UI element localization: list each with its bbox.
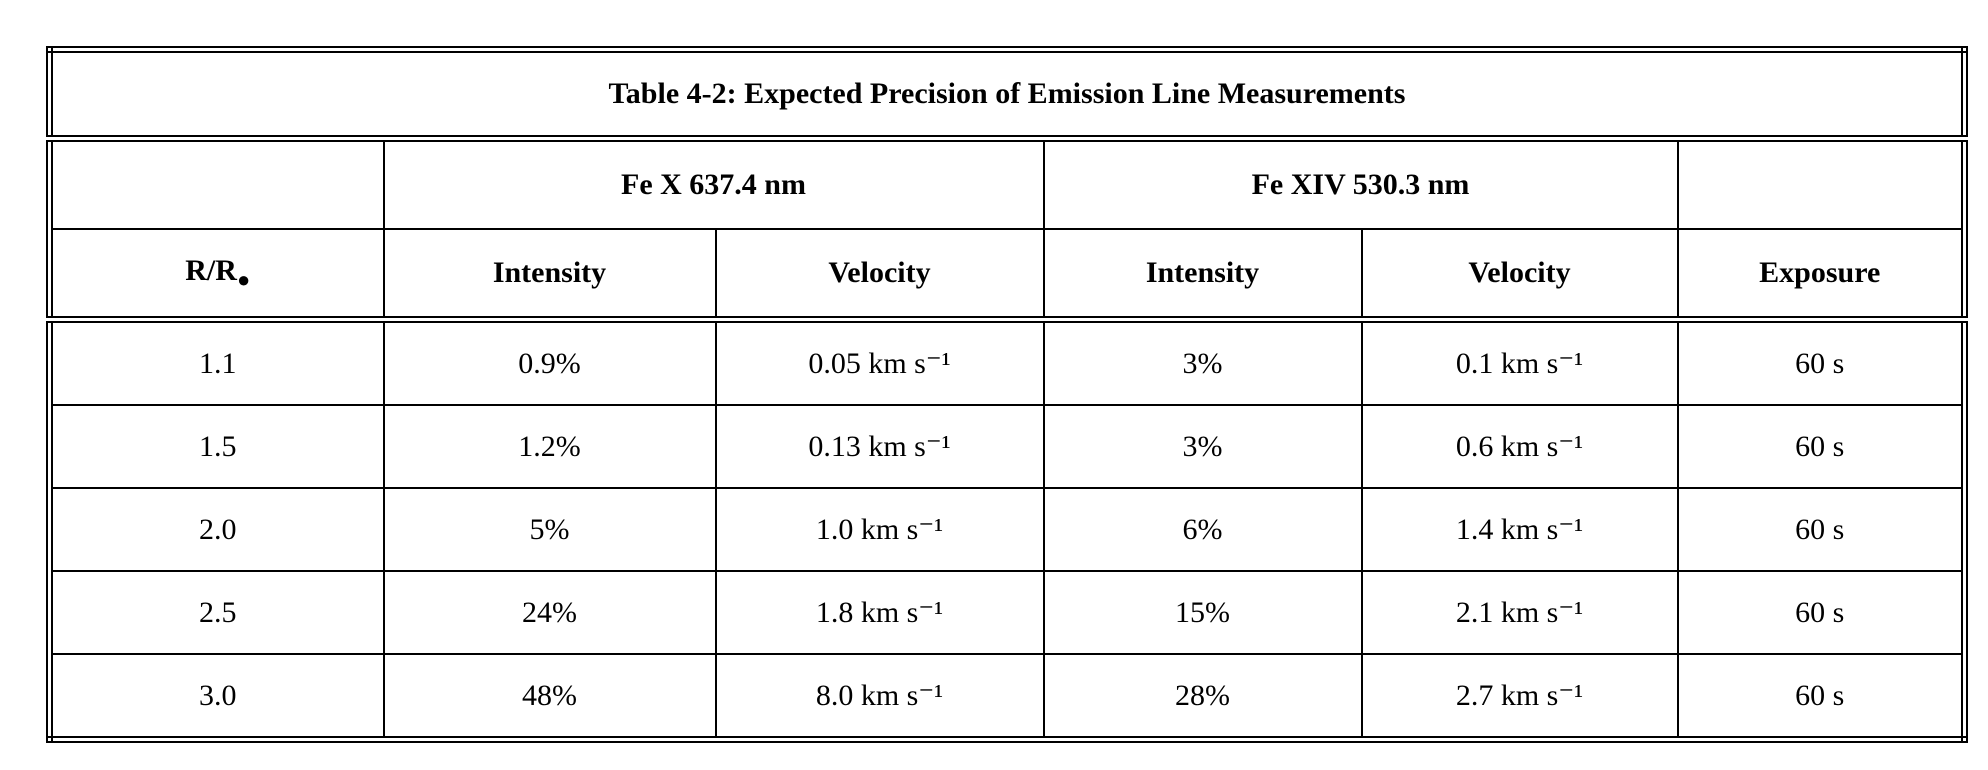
group-header: Fe XIV 530.3 nm xyxy=(1042,137,1679,230)
data-cell: 1.1 xyxy=(48,318,385,406)
table-title: Table 4-2: Expected Precision of Emissio… xyxy=(48,48,1966,142)
column-header: Intensity xyxy=(1042,228,1363,323)
data-cell: 8.0 km s⁻¹ xyxy=(714,653,1045,741)
data-cell: 1.5 xyxy=(48,404,385,489)
data-cell: 60 s xyxy=(1676,487,1966,572)
data-cell: 0.6 km s⁻¹ xyxy=(1360,404,1679,489)
data-cell: 1.8 km s⁻¹ xyxy=(714,570,1045,655)
data-cell: 2.5 xyxy=(48,570,385,655)
column-header: Exposure xyxy=(1676,228,1966,323)
data-cell: 5% xyxy=(382,487,717,572)
data-cell: 60 s xyxy=(1676,404,1966,489)
data-row: 3.0 48% 8.0 km s⁻¹ 28% 2.7 km s⁻¹ 60 s xyxy=(48,653,1966,741)
data-cell: 60 s xyxy=(1676,653,1966,741)
data-cell: 48% xyxy=(382,653,717,741)
data-cell: 60 s xyxy=(1676,570,1966,655)
table-body: Table 4-2: Expected Precision of Emissio… xyxy=(48,48,1966,741)
column-header: Velocity xyxy=(714,228,1045,323)
header-text: R/R xyxy=(185,253,237,287)
data-cell: 60 s xyxy=(1676,318,1966,406)
column-row: R/R● Intensity Velocity Intensity Velocity E… xyxy=(48,228,1966,323)
column-header: Intensity xyxy=(382,228,717,323)
data-cell: 2.1 km s⁻¹ xyxy=(1360,570,1679,655)
data-cell: 2.0 xyxy=(48,487,385,572)
data-cell: 15% xyxy=(1042,570,1363,655)
data-row: 2.0 5% 1.0 km s⁻¹ 6% 1.4 km s⁻¹ 60 s xyxy=(48,487,1966,572)
data-cell: 0.13 km s⁻¹ xyxy=(714,404,1045,489)
empty-cell xyxy=(1676,137,1966,230)
data-cell: 6% xyxy=(1042,487,1363,572)
data-cell: 0.05 km s⁻¹ xyxy=(714,318,1045,406)
data-cell: 24% xyxy=(382,570,717,655)
group-row: Fe X 637.4 nm Fe XIV 530.3 nm xyxy=(48,137,1966,230)
data-cell: 28% xyxy=(1042,653,1363,741)
title-row: Table 4-2: Expected Precision of Emissio… xyxy=(48,48,1966,142)
data-cell: 1.2% xyxy=(382,404,717,489)
data-row: 1.5 1.2% 0.13 km s⁻¹ 3% 0.6 km s⁻¹ 60 s xyxy=(48,404,1966,489)
data-cell: 3.0 xyxy=(48,653,385,741)
header-subscript: ● xyxy=(236,266,251,292)
group-header: Fe X 637.4 nm xyxy=(382,137,1045,230)
precision-table: Table 4-2: Expected Precision of Emissio… xyxy=(46,46,1969,743)
data-cell: 1.4 km s⁻¹ xyxy=(1360,487,1679,572)
column-header: Velocity xyxy=(1360,228,1679,323)
data-row: 2.5 24% 1.8 km s⁻¹ 15% 2.1 km s⁻¹ 60 s xyxy=(48,570,1966,655)
data-cell: 2.7 km s⁻¹ xyxy=(1360,653,1679,741)
data-cell: 1.0 km s⁻¹ xyxy=(714,487,1045,572)
data-cell: 3% xyxy=(1042,404,1363,489)
empty-cell xyxy=(48,137,385,230)
data-cell: 0.9% xyxy=(382,318,717,406)
data-cell: 0.1 km s⁻¹ xyxy=(1360,318,1679,406)
data-row: 1.1 0.9% 0.05 km s⁻¹ 3% 0.1 km s⁻¹ 60 s xyxy=(48,318,1966,406)
column-header: R/R● xyxy=(48,228,385,323)
data-cell: 3% xyxy=(1042,318,1363,406)
